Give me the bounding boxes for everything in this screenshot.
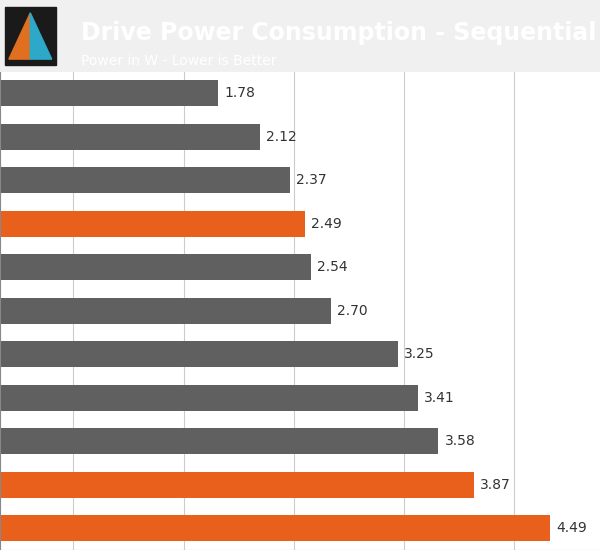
Bar (0, 80, 218, 106)
Bar (0, 515, 550, 541)
Bar (0, 384, 418, 411)
Polygon shape (30, 13, 52, 59)
Text: 3.41: 3.41 (424, 390, 454, 405)
Bar (0, 124, 260, 150)
Text: 2.70: 2.70 (337, 304, 367, 318)
Bar (0, 472, 474, 498)
Bar (0, 428, 439, 454)
Bar (0, 211, 305, 237)
Polygon shape (9, 13, 30, 59)
Text: 2.37: 2.37 (296, 173, 327, 187)
Text: 2.12: 2.12 (266, 130, 296, 144)
Bar (0, 298, 331, 324)
Text: 4.49: 4.49 (556, 521, 587, 535)
Bar (0, 254, 311, 280)
Text: 2.49: 2.49 (311, 217, 342, 231)
Bar (0, 167, 290, 193)
Text: 3.25: 3.25 (404, 347, 435, 361)
Bar (0, 341, 398, 367)
Text: Drive Power Consumption - Sequential Write: Drive Power Consumption - Sequential Wri… (81, 21, 600, 46)
Text: 2.54: 2.54 (317, 260, 348, 274)
Text: 1.78: 1.78 (224, 86, 255, 100)
Text: 3.58: 3.58 (445, 434, 475, 448)
Text: Power in W - Lower is Better: Power in W - Lower is Better (81, 54, 277, 68)
Text: 3.87: 3.87 (480, 478, 511, 492)
